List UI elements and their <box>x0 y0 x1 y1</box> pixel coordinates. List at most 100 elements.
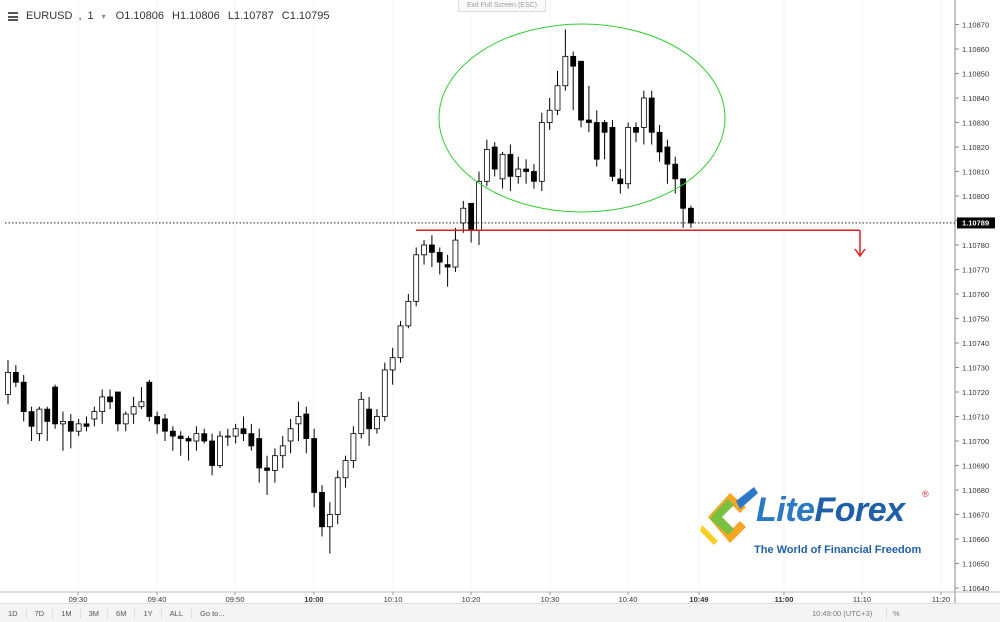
range-3m[interactable]: 3M <box>81 608 109 618</box>
candle <box>389 347 396 385</box>
range-1d[interactable]: 1D <box>0 608 27 618</box>
candle <box>483 139 490 187</box>
price-tick-label: 1.10840 <box>962 94 989 103</box>
candle <box>640 90 647 145</box>
candle <box>122 411 129 432</box>
open-value: O1.10806 <box>115 10 164 22</box>
candle-body-up <box>389 357 396 371</box>
time-tick-label: 09:30 <box>69 595 88 603</box>
price-tick-label: 1.10750 <box>962 314 989 323</box>
candle <box>413 247 420 307</box>
candle-body-down <box>107 396 113 403</box>
exit-fullscreen-button[interactable]: Exit Full Screen (ESC) <box>458 0 546 12</box>
candle-body-down <box>115 391 121 425</box>
svg-text:1.10789: 1.10789 <box>962 219 989 228</box>
candle-body-up <box>60 420 66 425</box>
price-tick-label: 1.10850 <box>962 69 989 78</box>
range-1y[interactable]: 1Y <box>135 608 162 618</box>
candle-body-down <box>248 433 255 447</box>
candle <box>303 406 310 454</box>
price-tick-label: 1.10780 <box>962 241 989 250</box>
candle <box>460 200 467 233</box>
candle <box>538 112 545 192</box>
price-tick-label: 1.10720 <box>962 388 989 397</box>
candle <box>154 411 161 434</box>
candle <box>421 240 427 265</box>
pattern-ellipse <box>438 23 726 213</box>
range-all[interactable]: ALL <box>162 608 192 618</box>
candle <box>279 436 286 468</box>
price-chart[interactable]: 1.10870 1.10860 1.10850 1.10840 1.10830 1.108… <box>0 0 1000 603</box>
price-tick-label: 1.10830 <box>962 118 989 127</box>
support-level-arrow <box>416 229 866 258</box>
price-tick-label: 1.10860 <box>962 45 989 54</box>
interval-label[interactable]: 1 <box>87 10 94 22</box>
candle-body-down <box>169 430 176 437</box>
candle-body-down <box>303 413 310 439</box>
candle-body-down <box>240 428 247 435</box>
candle <box>405 294 412 329</box>
range-7d[interactable]: 7D <box>27 608 54 618</box>
candle <box>75 418 82 437</box>
candle-body-down <box>20 381 27 413</box>
candle-body-down <box>609 127 616 177</box>
time-tick-label: 09:40 <box>148 595 167 603</box>
range-6m[interactable]: 6M <box>108 608 136 618</box>
candle-body-up <box>122 413 129 425</box>
price-tick-label: 1.10770 <box>962 265 989 274</box>
goto-button[interactable]: Go to... <box>200 608 225 618</box>
candle <box>107 389 113 410</box>
candle-body-down <box>154 416 161 425</box>
symbol-legend: EURUSD, 1 ▾ O1.10806 H1.10806 L1.10787 C… <box>8 10 335 22</box>
logo-mark-icon <box>700 487 758 545</box>
candle-body-down <box>67 420 74 432</box>
candle <box>240 416 247 441</box>
candle-body-down <box>672 163 679 180</box>
candle <box>499 151 506 189</box>
candle-body-up <box>625 127 632 185</box>
candle <box>12 365 19 388</box>
candle <box>295 401 302 441</box>
current-price-label: 1.10789 <box>957 217 995 229</box>
candle-body-down <box>593 122 600 160</box>
candle <box>162 414 168 441</box>
price-tick-label: 1.10700 <box>962 437 989 446</box>
candle-body-up <box>562 55 569 87</box>
candle-body-up <box>193 433 200 442</box>
price-tick-label: 1.10710 <box>962 412 989 421</box>
candle-body-down <box>444 264 451 268</box>
candle <box>491 142 498 177</box>
candle <box>36 406 43 441</box>
time-tick-label: 10:40 <box>619 595 638 603</box>
price-tick-label: 1.10660 <box>962 535 989 544</box>
candle-body-down <box>311 438 318 493</box>
range-1m[interactable]: 1M <box>53 608 81 618</box>
candle-body-down <box>83 423 90 427</box>
percent-toggle[interactable]: % <box>886 608 900 618</box>
candle <box>185 436 192 461</box>
candle <box>201 428 208 444</box>
candle-body-down <box>523 168 529 172</box>
candle-body-down <box>507 153 514 177</box>
liteforex-logo: LiteForex ® The World of Financial Freed… <box>700 487 940 559</box>
candle-body-down <box>44 408 51 422</box>
candle-body-down <box>491 146 498 170</box>
chevron-down-icon[interactable]: ▾ <box>101 11 106 21</box>
bottom-toolbar: 1D 7D 1M 3M 6M 1Y ALL Go to... 10:49:00 … <box>0 603 1000 622</box>
candle <box>232 423 239 444</box>
time-tick-label: 10:10 <box>384 595 403 603</box>
price-tick-label: 1.10650 <box>962 559 989 568</box>
candle <box>193 426 200 451</box>
candle-body-up <box>350 433 357 461</box>
symbol-name[interactable]: EURUSD <box>26 10 73 22</box>
menu-icon[interactable] <box>8 11 18 21</box>
price-tick-label: 1.10760 <box>962 290 989 299</box>
candle <box>436 247 443 275</box>
candle-body-down <box>146 381 153 417</box>
candle <box>271 448 278 483</box>
candle-body-down <box>468 202 475 231</box>
candle <box>601 120 608 160</box>
candle <box>397 320 404 363</box>
candle <box>138 387 145 410</box>
candle-body-up <box>36 408 43 435</box>
